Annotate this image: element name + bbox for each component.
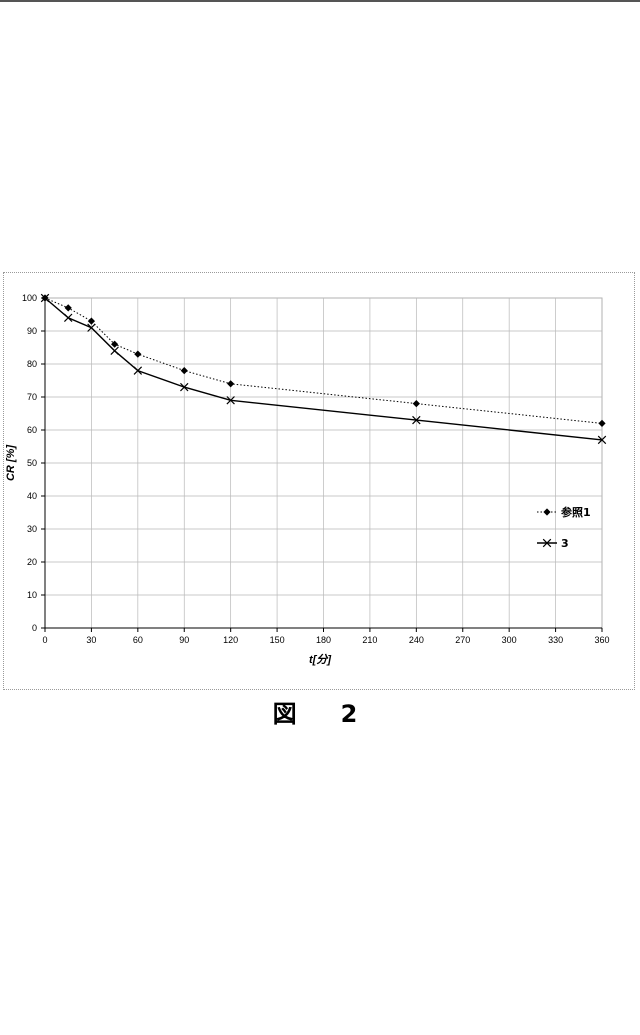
- figure-caption: 図 2: [0, 694, 640, 729]
- x-tick-label: 150: [270, 635, 285, 645]
- y-tick-label: 100: [22, 293, 37, 303]
- x-tick-label: 0: [42, 635, 47, 645]
- x-tick-label: 300: [502, 635, 517, 645]
- x-tick-label: 30: [86, 635, 96, 645]
- y-axis-title: CR [%]: [5, 445, 17, 481]
- y-tick-label: 10: [27, 590, 37, 600]
- y-tick-label: 90: [27, 326, 37, 336]
- y-tick-label: 60: [27, 425, 37, 435]
- x-tick-label: 360: [594, 635, 609, 645]
- x-tick-label: 330: [548, 635, 563, 645]
- y-tick-label: 30: [27, 524, 37, 534]
- x-tick-label: 180: [316, 635, 331, 645]
- x-tick-label: 90: [179, 635, 189, 645]
- y-tick-label: 20: [27, 557, 37, 567]
- x-tick-label: 270: [455, 635, 470, 645]
- grid: [45, 298, 602, 628]
- y-tick-label: 80: [27, 359, 37, 369]
- legend-label: 3: [561, 537, 569, 550]
- y-tick-label: 0: [32, 623, 37, 633]
- x-tick-label: 60: [133, 635, 143, 645]
- x-tick-label: 120: [223, 635, 238, 645]
- y-tick-label: 70: [27, 392, 37, 402]
- legend-label: 参照1: [561, 505, 591, 519]
- x-tick-label: 240: [409, 635, 424, 645]
- y-tick-label: 40: [27, 491, 37, 501]
- x-tick-label: 210: [362, 635, 377, 645]
- x-axis-title: t[分]: [309, 653, 331, 666]
- y-tick-label: 50: [27, 458, 37, 468]
